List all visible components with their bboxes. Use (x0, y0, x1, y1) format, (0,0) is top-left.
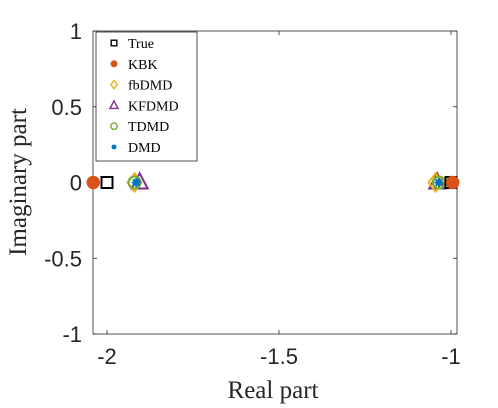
legend-label-dmd: DMD (128, 141, 161, 156)
legend: True KBK fbDMD KFDMD TDMD DMD (95, 31, 198, 162)
legend-label-fbdmd: fbDMD (128, 79, 172, 94)
y-tick-label: 0.5 (51, 95, 82, 120)
y-tick-label: 1 (70, 19, 82, 44)
legend-marker-true (110, 39, 118, 47)
x-tick-label: -1.5 (260, 344, 298, 369)
legend-marker-dmd (111, 144, 117, 150)
point-kbk (86, 175, 100, 190)
legend-marker-tdmd (110, 122, 118, 131)
point-true (100, 176, 114, 189)
legend-label-kfdmd: KFDMD (128, 99, 179, 114)
point-kbk (445, 175, 460, 190)
legend-label-true: True (128, 37, 154, 52)
y-tick-label: -1 (62, 322, 82, 347)
ticks: -2 -1.5 -1 1 0.5 0 -0.5 -1 (44, 19, 461, 369)
y-tick-label: -0.5 (44, 246, 82, 271)
x-axis-label: Real part (228, 377, 319, 404)
x-tick-label: -1 (441, 344, 461, 369)
point-dmd (131, 178, 141, 187)
point-dmd (434, 178, 444, 187)
data-marks (86, 171, 460, 194)
legend-marker-kbk (110, 60, 118, 68)
legend-marker-fbdmd (109, 79, 119, 90)
y-tick-label: 0 (70, 171, 82, 196)
legend-label-kbk: KBK (128, 58, 158, 73)
legend-box (95, 31, 198, 162)
legend-label-tdmd: TDMD (128, 120, 169, 135)
y-axis-label: Imaginary part (5, 108, 32, 256)
x-tick-label: -2 (97, 344, 117, 369)
point-fbdmd (427, 171, 444, 194)
legend-marker-kfdmd (108, 99, 120, 110)
